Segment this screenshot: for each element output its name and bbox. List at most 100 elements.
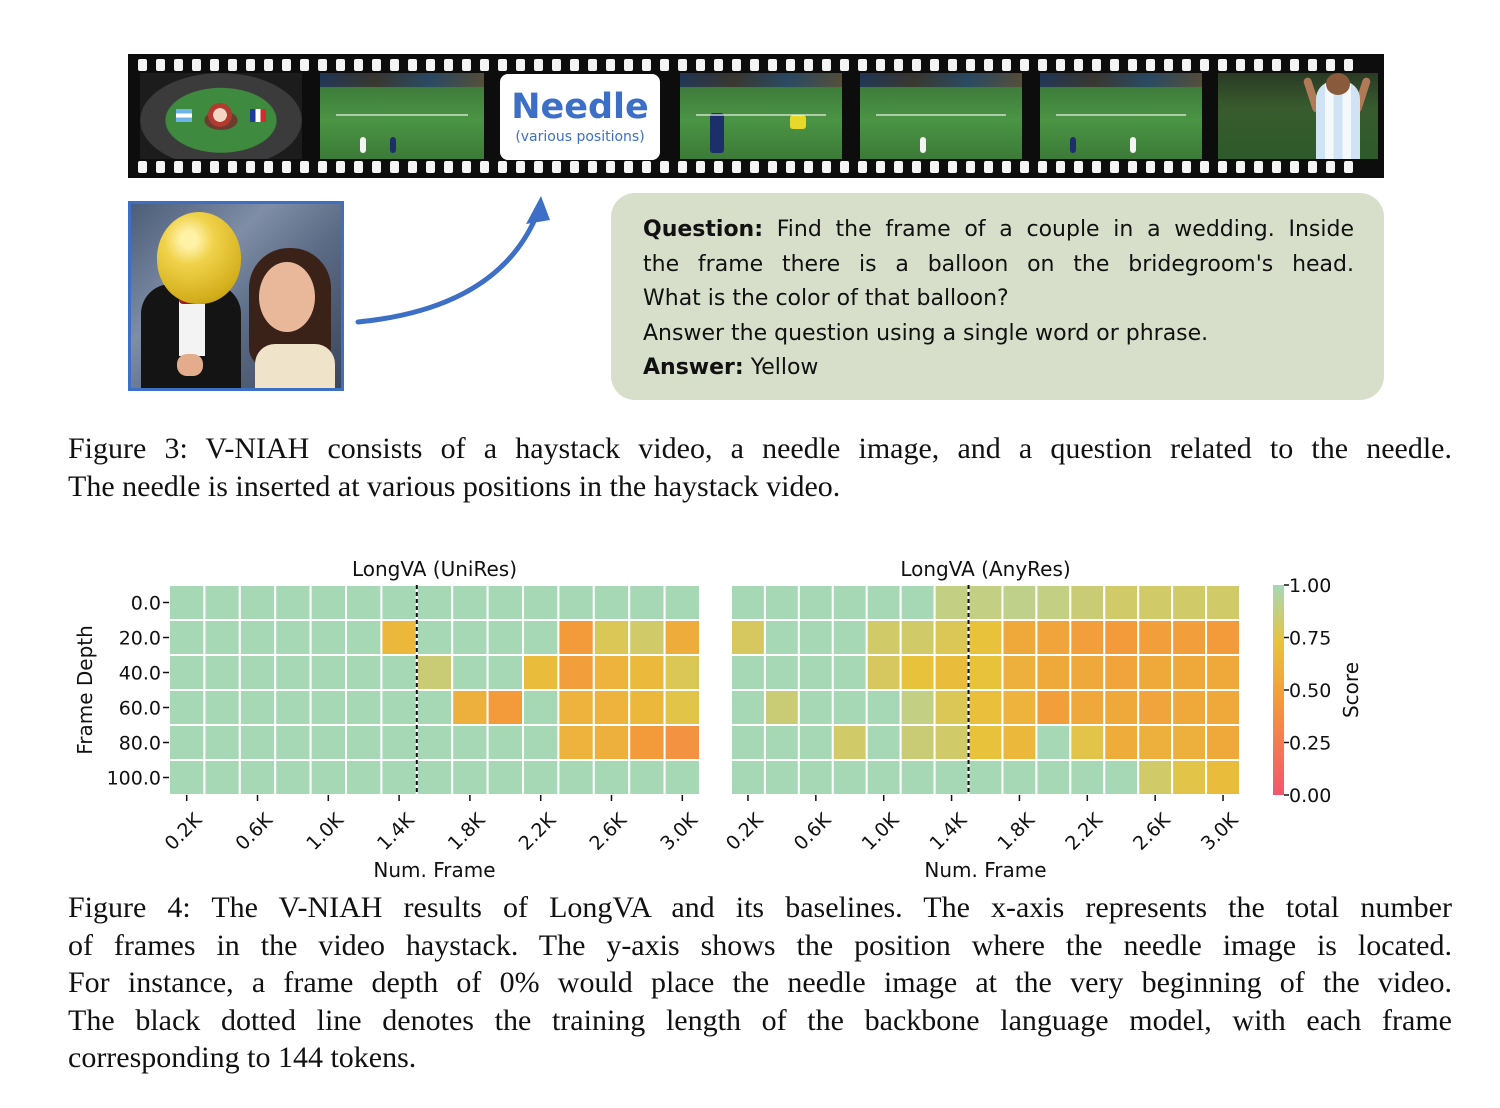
film-perforation: [642, 59, 651, 71]
film-perforation: [462, 161, 471, 173]
film-perforation: [1038, 59, 1047, 71]
x-tick-label: 1.8K: [444, 809, 490, 855]
question-line-3: What is the color of that balloon?: [643, 286, 1009, 311]
film-perforation: [1218, 59, 1227, 71]
film-perforation: [1272, 59, 1281, 71]
heatmap-cell: [899, 689, 936, 726]
heatmap-cell: [865, 689, 902, 726]
film-perforation: [246, 161, 255, 173]
film-perforation: [912, 161, 921, 173]
heatmap-cell: [933, 584, 970, 621]
heatmap-cell: [309, 759, 348, 796]
heatmap-cell: [1205, 689, 1241, 726]
heatmap-cell: [1137, 584, 1174, 621]
film-perforation: [516, 161, 525, 173]
film-perforation: [858, 161, 867, 173]
heatmap-cell: [1035, 584, 1072, 621]
film-perforation: [228, 59, 237, 71]
heatmap-cell: [899, 759, 936, 796]
film-perforation: [894, 59, 903, 71]
heatmap-cell: [345, 584, 383, 621]
heatmap-cell: [309, 654, 348, 691]
hand: [177, 354, 203, 376]
film-perforation: [1056, 59, 1065, 71]
heatmap-cell: [865, 724, 902, 761]
heatmap-cell: [1137, 759, 1174, 796]
heatmap-cell: [1171, 584, 1208, 621]
film-perforation: [354, 161, 363, 173]
goalkeeper-figure: [790, 115, 806, 129]
film-perforation: [840, 59, 849, 71]
film-perforation: [588, 59, 597, 71]
heatmap-cell: [451, 689, 489, 726]
heatmap-cell: [1001, 654, 1038, 691]
heatmap-cell: [763, 654, 800, 691]
film-perforation: [444, 161, 453, 173]
heatmap-cell: [899, 654, 936, 691]
film-perforation: [408, 59, 417, 71]
film-perforation: [174, 161, 183, 173]
heatmap-cell: [380, 759, 418, 796]
heatmap-cell: [933, 724, 970, 761]
film-perforation: [696, 59, 705, 71]
film-perforation: [822, 161, 831, 173]
film-perforation: [444, 59, 453, 71]
heatmap-cell: [663, 724, 701, 761]
heatmap-cell: [831, 689, 868, 726]
film-perforation: [768, 161, 777, 173]
film-perforation: [786, 161, 795, 173]
heatmap-cell: [831, 654, 868, 691]
heatmap-cell: [557, 619, 595, 656]
heatmap-cell: [1171, 689, 1208, 726]
film-perforation: [408, 161, 417, 173]
heatmap-cell: [933, 689, 970, 726]
colorbar-label: Score: [1339, 662, 1363, 718]
film-perforation: [858, 59, 867, 71]
colorbar-tick-label: 0.75: [1289, 628, 1331, 650]
answer-label: Answer:: [643, 355, 744, 380]
player-figure: [920, 137, 926, 153]
film-perforation: [426, 59, 435, 71]
heatmap-cell: [274, 584, 312, 621]
y-tick-label: 0.0: [131, 593, 161, 615]
bride-face: [259, 262, 315, 332]
heatmap-cell: [451, 654, 489, 691]
heatmap-cell: [451, 759, 489, 796]
groom-shirt: [179, 296, 205, 356]
film-perforation: [1218, 161, 1227, 173]
y-tick-label: 60.0: [119, 698, 161, 720]
heatmap-cell: [967, 724, 1004, 761]
film-perforation: [786, 59, 795, 71]
y-tick-label: 80.0: [119, 733, 161, 755]
film-perforation: [1056, 161, 1065, 173]
heatmap-cell: [522, 689, 560, 726]
heatmap-cell: [345, 759, 383, 796]
heatmap-cell: [238, 759, 277, 796]
heatmap-cell: [274, 759, 312, 796]
heatmap-cell: [1171, 654, 1208, 691]
heatmap-cell: [592, 654, 631, 691]
heatmap-cell: [663, 654, 701, 691]
film-perforation: [822, 59, 831, 71]
x-tick-label: 1.8K: [993, 809, 1039, 855]
film-perforation: [138, 59, 147, 71]
heatmap-cell: [168, 619, 206, 656]
heatmap-cell: [168, 724, 206, 761]
heatmap-cell: [1001, 584, 1038, 621]
heatmap-cell: [592, 689, 631, 726]
heatmap-cell: [1205, 759, 1241, 796]
x-axis-label: Num. Frame: [373, 858, 495, 880]
heatmap-cell: [203, 724, 241, 761]
heatmap-cell: [730, 654, 766, 691]
caption-line: Figure 3: V-NIAH consists of a haystack …: [68, 432, 1452, 465]
film-perforation: [984, 59, 993, 71]
film-perforation: [732, 161, 741, 173]
heatmap-cell: [415, 654, 454, 691]
heatmap-cell: [238, 654, 277, 691]
chart-title: LongVA (UniRes): [352, 557, 517, 581]
film-perforation: [984, 161, 993, 173]
heatmap-cell: [628, 724, 666, 761]
heatmap-cell: [628, 584, 666, 621]
caption-line: For instance, a frame depth of 0% would …: [68, 966, 1452, 999]
heatmap-cell: [763, 584, 800, 621]
